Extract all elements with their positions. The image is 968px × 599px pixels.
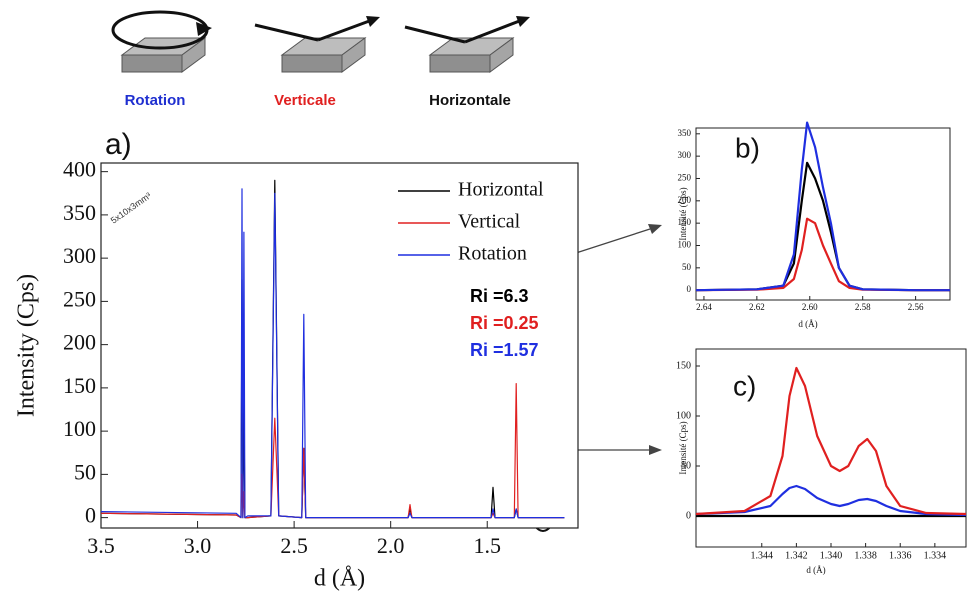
- y-tick-label: 250: [678, 173, 692, 183]
- legend-label: Rotation: [458, 243, 527, 265]
- sample-diagrams: [120, 37, 515, 73]
- panel-label: c): [733, 370, 756, 401]
- y-tick-label: 0: [85, 503, 96, 528]
- data-line: [695, 366, 967, 516]
- legend-label: Vertical: [458, 211, 521, 233]
- x-axis-label: d (Å): [798, 319, 817, 329]
- x-axis-label: d (Å): [314, 566, 365, 592]
- y-tick-label: 300: [678, 150, 692, 160]
- y-tick-label: 0: [686, 510, 691, 521]
- x-tick-label: 1.336: [889, 550, 912, 561]
- data-line: [695, 121, 950, 292]
- panel-label: a): [105, 128, 132, 161]
- y-tick-label: 50: [74, 459, 96, 484]
- plot-frame: [100, 162, 579, 529]
- x-tick-label: 1.338: [854, 550, 877, 561]
- x-tick-label: 2.58: [855, 302, 871, 312]
- y-axis-label: Intensity (Cps): [14, 274, 40, 417]
- data-line: [695, 484, 967, 517]
- beam-label: Rotation: [125, 92, 186, 109]
- x-tick-label: 3.0: [184, 533, 212, 558]
- x-tick-label: 2.0: [377, 533, 405, 558]
- y-tick-label: 200: [63, 330, 96, 355]
- x-tick-label: 1.342: [785, 550, 808, 561]
- x-tick-label: 2.62: [749, 302, 765, 312]
- y-tick-label: 100: [676, 410, 691, 421]
- annotation: Ri =6.3: [470, 286, 529, 306]
- y-tick-label: 150: [63, 373, 96, 398]
- y-tick-label: 100: [63, 416, 96, 441]
- x-tick-label: 1.344: [751, 550, 774, 561]
- beam-label: Horizontale: [429, 92, 511, 109]
- x-tick-label: 1.340: [820, 550, 843, 561]
- y-tick-label: 350: [678, 128, 692, 138]
- arrow-heads: [196, 16, 530, 36]
- y-tick-label: 400: [63, 157, 96, 182]
- x-tick-label: 2.5: [280, 533, 308, 558]
- y-tick-label: 150: [676, 360, 691, 371]
- y-tick-label: 200: [678, 195, 692, 205]
- y-tick-label: 0: [687, 284, 692, 294]
- x-tick-label: 2.56: [908, 302, 924, 312]
- x-axis-label: d (Å): [806, 565, 825, 575]
- data-line: [100, 188, 565, 519]
- x-tick-label: 1.334: [924, 550, 947, 561]
- y-tick-label: 350: [63, 200, 96, 225]
- y-tick-label: 150: [678, 217, 692, 227]
- annotation: Ri =1.57: [470, 340, 539, 360]
- y-tick-label: 50: [681, 460, 691, 471]
- x-tick-label: 1.5: [473, 533, 501, 558]
- y-axis-label: Intensité (Cps): [678, 421, 688, 474]
- x-tick-label: 2.60: [802, 302, 818, 312]
- x-tick-label: 3.5: [87, 533, 115, 558]
- plot-frame: [695, 127, 951, 301]
- x-tick-label: 2.64: [696, 302, 712, 312]
- y-axis-label: Intensité (Cps): [678, 187, 688, 240]
- y-tick-label: 300: [63, 243, 96, 268]
- beam-label: Verticale: [274, 92, 336, 109]
- annotation: Ri =0.25: [470, 313, 539, 333]
- y-tick-label: 50: [682, 262, 692, 272]
- y-tick-label: 100: [678, 240, 692, 250]
- y-tick-label: 250: [63, 286, 96, 311]
- legend-label: Horizontal: [458, 179, 544, 201]
- panel-label: b): [735, 132, 760, 163]
